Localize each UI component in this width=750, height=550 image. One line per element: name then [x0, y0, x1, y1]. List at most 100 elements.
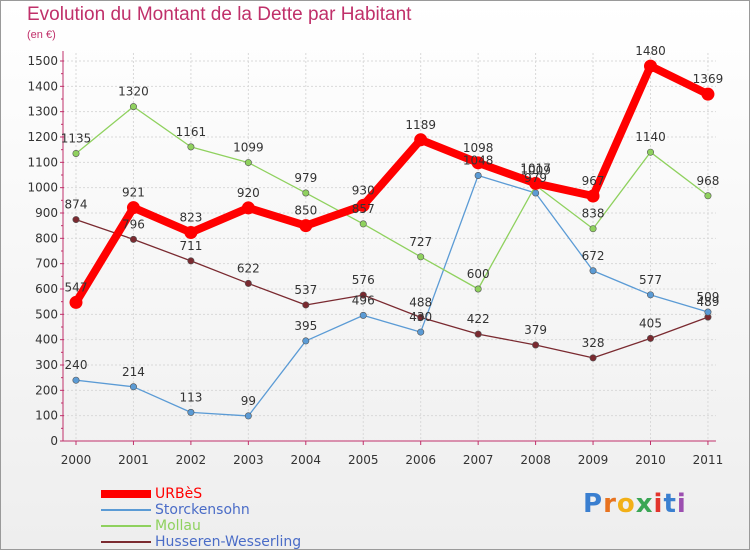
data-point	[241, 201, 255, 215]
legend-swatch	[101, 541, 151, 543]
data-label: 509	[696, 290, 719, 304]
data-label: 547	[65, 280, 88, 294]
series-line-0	[72, 62, 710, 305]
data-label: 874	[65, 198, 88, 212]
data-label: 576	[352, 273, 375, 287]
data-label: 711	[179, 239, 202, 253]
chart-unit: (en €)	[27, 29, 56, 41]
data-point	[646, 291, 654, 299]
data-label: 577	[639, 273, 662, 287]
legend-item: Husseren-Wesserling	[101, 534, 301, 549]
data-point	[589, 354, 597, 362]
data-label: 850	[294, 204, 317, 218]
data-label: 496	[352, 293, 375, 307]
data-point	[129, 103, 137, 111]
data-point	[646, 334, 654, 342]
brand-letter: t	[663, 489, 677, 519]
data-label: 979	[294, 171, 317, 185]
legend: URBèS Storckensohn Mollau Husseren-Wesserli…	[101, 486, 301, 549]
data-point	[129, 235, 137, 243]
data-point	[187, 408, 195, 416]
data-label: 921	[122, 186, 145, 200]
x-tick-label: 2006	[405, 453, 436, 467]
data-label: 857	[352, 202, 375, 216]
data-point	[244, 159, 252, 167]
data-label: 422	[467, 312, 490, 326]
data-point	[417, 313, 425, 321]
data-label: 99	[241, 394, 256, 408]
data-point	[184, 226, 198, 240]
data-point	[359, 220, 367, 228]
data-label: 796	[122, 217, 145, 231]
data-labels: 547 921 823 920 850 930 1189 1098 1017 967 1480 136…	[61, 44, 723, 408]
y-tick-label: 900	[35, 206, 58, 220]
data-label: 622	[237, 261, 260, 275]
data-point	[646, 148, 654, 156]
y-tick-label: 300	[35, 358, 58, 372]
data-point	[302, 337, 310, 345]
y-tick-label: 1500	[27, 54, 58, 68]
data-point	[359, 311, 367, 319]
data-label: 489	[696, 295, 719, 309]
data-label: 930	[352, 183, 375, 197]
y-tick-label: 1300	[27, 105, 58, 119]
legend-item: Storckensohn	[101, 502, 301, 518]
data-point	[359, 291, 367, 299]
brand-letter: x	[635, 489, 654, 519]
x-tick-label: 2008	[520, 453, 551, 467]
data-point	[72, 216, 80, 224]
data-label: 727	[409, 235, 432, 249]
data-label: 328	[582, 336, 605, 350]
y-tick-label: 400	[35, 333, 58, 347]
data-label: 214	[122, 365, 145, 379]
data-label: 1140	[635, 130, 666, 144]
data-label: 838	[582, 207, 605, 221]
data-point	[187, 143, 195, 151]
x-tick-label: 2003	[233, 453, 264, 467]
data-point	[704, 192, 712, 200]
x-tick-label: 2011	[693, 453, 724, 467]
axes: 0 100 200 300 400 500 600 700 800 900 1000 1100 1200…	[27, 51, 723, 467]
series-line-3	[75, 218, 709, 359]
data-point	[417, 253, 425, 261]
y-tick-label: 1200	[27, 130, 58, 144]
y-tick-label: 1100	[27, 155, 58, 169]
data-label: 1017	[520, 161, 551, 175]
data-label: 379	[524, 323, 547, 337]
brand-letter: o	[616, 489, 636, 519]
data-label: 537	[294, 283, 317, 297]
data-point	[129, 383, 137, 391]
data-point	[474, 285, 482, 293]
brand-logo: Proxiti	[583, 489, 687, 519]
data-point	[589, 225, 597, 233]
grid	[63, 53, 716, 441]
data-label: 1099	[233, 141, 264, 155]
data-label: 967	[582, 174, 605, 188]
legend-label: URBèS	[155, 486, 203, 502]
data-label: 979	[524, 171, 547, 185]
y-tick-label: 1400	[27, 79, 58, 93]
data-label: 113	[179, 390, 202, 404]
data-point	[126, 201, 140, 215]
data-point	[644, 59, 657, 73]
data-label: 823	[179, 211, 202, 225]
brand-letter: i	[676, 489, 687, 519]
data-label: 405	[639, 316, 662, 330]
data-point	[701, 87, 715, 101]
data-label: 600	[467, 267, 490, 281]
y-tick-label: 200	[35, 383, 58, 397]
y-tick-label: 600	[35, 282, 58, 296]
data-label: 1189	[405, 118, 436, 132]
legend-item: URBèS	[101, 486, 301, 502]
data-point	[474, 330, 482, 338]
y-tick-label: 0	[50, 434, 58, 448]
y-tick-label: 1000	[27, 181, 58, 195]
legend-swatch	[101, 490, 151, 498]
data-label: 240	[65, 358, 88, 372]
data-label: 1369	[693, 72, 724, 86]
data-label: 430	[409, 310, 432, 324]
x-tick-label: 2004	[291, 453, 322, 467]
data-label: 1098	[463, 141, 494, 155]
data-label: 968	[696, 174, 719, 188]
